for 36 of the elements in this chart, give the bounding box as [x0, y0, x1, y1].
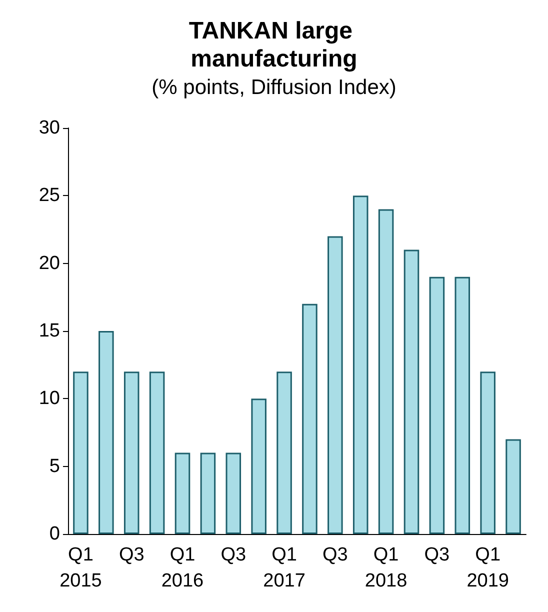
x-tick-label: Q1 2017 [263, 544, 306, 592]
bar [226, 452, 242, 534]
y-tick-label: 15 [38, 320, 60, 342]
x-tick-label: Q1 2018 [364, 544, 408, 592]
bar [251, 398, 266, 534]
bar [98, 331, 114, 534]
bar [302, 304, 318, 534]
y-tick-label: 30 [38, 118, 60, 138]
y-tick-label: 0 [49, 524, 60, 544]
x-tick-label: Q1 2015 [60, 544, 102, 592]
bar [200, 452, 216, 534]
y-tick-label: 5 [49, 456, 60, 477]
bar [378, 209, 394, 534]
x-tick-label: Q3 [220, 544, 246, 566]
bar [149, 372, 165, 534]
bar [174, 452, 190, 534]
bar [352, 196, 368, 534]
x-tick-label: Q1 2019 [466, 544, 509, 592]
bar [454, 276, 470, 534]
chart-title: TANKAN large manufacturing [188, 18, 360, 72]
y-tick-label: 20 [38, 252, 60, 274]
y-tick-label: 25 [38, 185, 60, 206]
bar [404, 250, 420, 534]
bar [429, 276, 445, 534]
x-tick-label: Q3 [118, 544, 144, 566]
bar [480, 372, 496, 534]
chart-subtitle: (% points, Diffusion Index) [152, 76, 396, 99]
bar [276, 372, 292, 534]
bar [73, 372, 88, 534]
bar [124, 372, 140, 534]
bar [328, 236, 343, 534]
bar [506, 439, 521, 534]
y-tick-label: 10 [38, 388, 60, 410]
x-tick-label: Q1 2016 [161, 544, 204, 592]
x-tick-label: Q3 [322, 544, 348, 566]
x-tick-label: Q3 [424, 544, 450, 566]
